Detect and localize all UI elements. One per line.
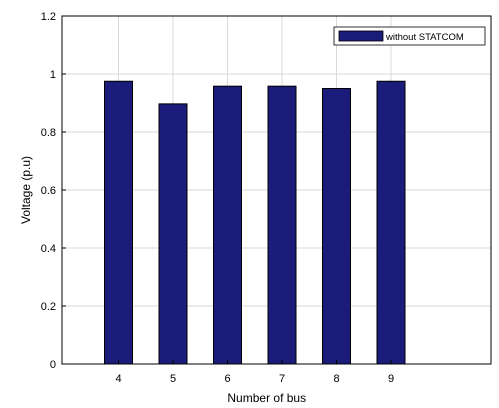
bar-bus-4 <box>104 80 133 365</box>
x-axis-ticks: 4 5 6 7 8 9 <box>115 360 394 385</box>
y-tick-label: 0.8 <box>41 127 56 139</box>
y-tick-label: 0.4 <box>41 243 56 255</box>
legend: without STATCOM <box>333 26 486 46</box>
x-tick-label: 7 <box>279 373 285 385</box>
x-tick-label: 9 <box>388 373 394 385</box>
x-tick-label: 6 <box>224 373 230 385</box>
legend-entry: without STATCOM <box>385 32 464 43</box>
x-tick-label: 5 <box>170 373 176 385</box>
bars <box>104 80 406 365</box>
bar-bus-6 <box>213 85 242 365</box>
legend-swatch <box>338 30 384 42</box>
bar-bus-5 <box>158 103 188 365</box>
bar-bus-9 <box>376 80 406 365</box>
y-axis-label: Voltage (p.u) <box>19 156 33 224</box>
x-axis-label: Number of bus <box>227 391 306 405</box>
y-axis-ticks: 0 0.2 0.4 0.6 0.8 1 1.2 <box>41 11 66 371</box>
y-tick-label: 0 <box>50 359 56 371</box>
x-tick-label: 4 <box>115 373 121 385</box>
y-tick-label: 1 <box>50 69 56 81</box>
y-tick-label: 0.2 <box>41 301 56 313</box>
bar-bus-7 <box>267 85 297 365</box>
bar-bus-8 <box>322 88 351 365</box>
y-tick-label: 0.6 <box>41 185 56 197</box>
x-tick-label: 8 <box>333 373 339 385</box>
y-tick-label: 1.2 <box>41 11 56 23</box>
